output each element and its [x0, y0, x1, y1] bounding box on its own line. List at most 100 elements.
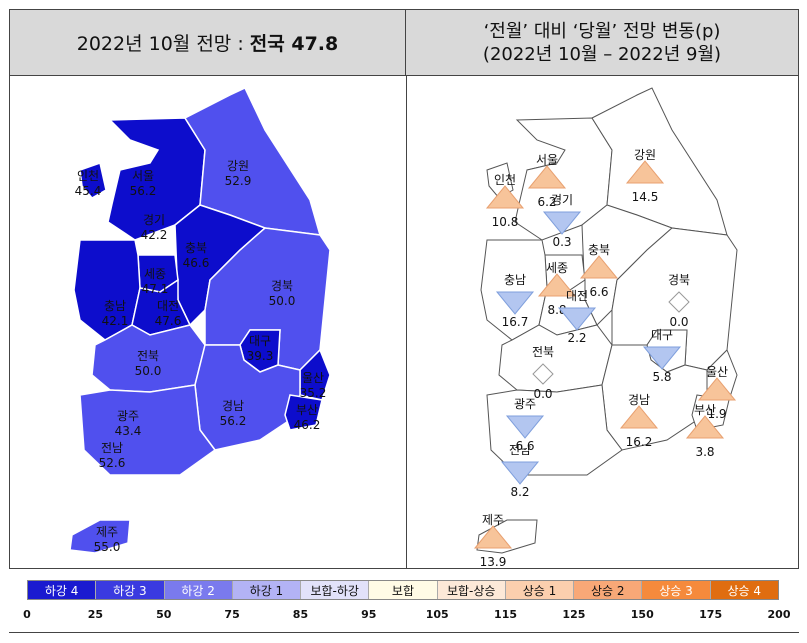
legend-tick: 175: [699, 608, 723, 621]
change-region-name: 충북: [588, 243, 610, 257]
outlook-region-value: 39.3: [247, 349, 274, 363]
right-panel-header: ‘전월’ 대비 ‘당월’ 전망 변동(p) (2022년 10월 – 2022년…: [406, 10, 798, 76]
change-region-name: 강원: [634, 148, 656, 162]
legend-category-4: 보합-하강: [301, 581, 370, 599]
change-symbol-down: [542, 211, 582, 235]
outlook-region-value: 47.6: [155, 314, 182, 328]
legend-category-1: 하강 3: [96, 581, 165, 599]
outlook-map-regions: [69, 87, 331, 554]
outlook-region-name: 대구: [249, 334, 271, 348]
legend-tick: 75: [224, 608, 240, 621]
legend-tick: 105: [425, 608, 449, 621]
legend-color-scale: 하강 4 하강 3 하강 2 하강 1 보합-하강 보합 보합-상승 상승 1 상승 2 상승 3…: [27, 580, 779, 600]
change-region-value: 16.7: [502, 315, 529, 329]
change-symbol-none: [532, 363, 554, 385]
outlook-region-value: 56.2: [220, 414, 247, 428]
change-region-name: 충남: [504, 273, 526, 287]
change-region-value: 3.8: [695, 445, 714, 459]
change-symbol-up: [473, 525, 513, 549]
outlook-region-name: 대전: [157, 299, 179, 313]
national-outlook-value: 전국 47.8: [249, 33, 339, 55]
change-region-value: 5.8: [652, 370, 671, 384]
change-symbol-down: [505, 415, 545, 439]
outlook-region-name: 울산: [302, 371, 324, 385]
left-panel-header: 2022년 10월 전망 : 전국 47.8: [10, 10, 406, 76]
outlook-region-name: 광주: [117, 409, 139, 423]
legend-category-5: 보합: [369, 581, 438, 599]
change-symbol-up: [527, 165, 567, 189]
change-region-value: 8.8: [547, 303, 566, 317]
outlook-region-name: 세종: [144, 267, 166, 281]
outlook-region-name: 부산: [296, 403, 318, 417]
change-region-name: 광주: [514, 397, 536, 411]
legend-tick: 95: [361, 608, 377, 621]
legend-tick: 125: [562, 608, 586, 621]
outlook-region-name: 충남: [104, 299, 126, 313]
change-symbol-up: [697, 377, 737, 401]
outlook-region-value: 42.1: [102, 314, 129, 328]
outlook-map-labels: 서울56.2인천45.4경기42.2강원52.9충북46.6세종47.1충남42…: [75, 159, 327, 554]
change-region-name: 서울: [536, 153, 558, 167]
legend-category-2: 하강 2: [164, 581, 233, 599]
change-region-value: 10.8: [492, 215, 519, 229]
outlook-region-value: 52.9: [225, 174, 252, 188]
outlook-map: 서울56.2인천45.4경기42.2강원52.9충북46.6세종47.1충남42…: [69, 87, 331, 554]
change-map-symbols: 서울 6.2 인천 10.8 경기 0.3 강원 14.5 충북 6.6 세종 8.8 충남 16.7 대전…: [473, 148, 737, 569]
change-region-name: 울산: [706, 365, 728, 379]
change-symbol-up: [579, 255, 619, 279]
change-symbol-up: [485, 185, 525, 209]
legend-category-9: 상승 3: [642, 581, 711, 599]
legend-category-6: 보합-상승: [437, 581, 506, 599]
legend-tick-labels: 0 25 50 75 85 95 105 115 125 150 175 200: [9, 608, 799, 624]
outlook-region-15: [79, 384, 217, 476]
outlook-region-value: 43.4: [115, 424, 142, 438]
outlook-region-name: 인천: [77, 168, 99, 183]
outlook-region-value: 45.4: [75, 184, 102, 198]
left-panel-title: 2022년 10월 전망 : 전국 47.8: [76, 33, 339, 55]
legend: 하강 4 하강 3 하강 2 하강 1 보합-하강 보합 보합-상승 상승 1 상승 2 상승 3…: [9, 574, 799, 634]
legend-tick: 115: [494, 608, 518, 621]
change-region-value: 8.2: [510, 485, 529, 499]
outlook-region-name: 충북: [185, 241, 207, 255]
change-region-value: 0.0: [533, 387, 552, 401]
outlook-region-name: 경북: [271, 279, 293, 293]
outlook-region-value: 56.2: [130, 184, 157, 198]
outlook-region-value: 46.6: [183, 256, 210, 270]
change-map: 서울 6.2 인천 10.8 경기 0.3 강원 14.5 충북 6.6 세종 8.8 충남 16.7 대전…: [473, 87, 738, 569]
legend-category-10: 상승 4: [710, 581, 778, 599]
change-region-value: 6.6: [515, 439, 534, 453]
outlook-region-value: 50.0: [269, 294, 296, 308]
right-panel-subtitle: (2022년 10월 – 2022년 9월): [482, 43, 722, 65]
right-panel-title: ‘전월’ 대비 ‘당월’ 전망 변동(p): [483, 20, 721, 42]
legend-divider: [9, 632, 799, 633]
change-region-name: 제주: [482, 513, 504, 527]
change-region-name: 경기: [551, 193, 573, 207]
outlook-region-value: 46.2: [294, 418, 321, 432]
change-region-name: 전남: [509, 443, 531, 457]
outlook-region-name: 제주: [96, 525, 118, 539]
legend-tick: 50: [156, 608, 172, 621]
change-region-name: 대전: [566, 289, 588, 303]
change-region-name: 전북: [532, 345, 554, 359]
change-symbol-up: [625, 160, 665, 184]
panel-divider: [406, 76, 407, 568]
change-region-value: 14.5: [632, 190, 659, 204]
change-symbol-down: [500, 461, 540, 485]
outlook-region-name: 경남: [222, 399, 244, 413]
change-region-value: 0.0: [669, 315, 688, 329]
legend-category-3: 하강 1: [232, 581, 302, 599]
change-region-name: 부산: [694, 403, 716, 417]
change-region-name: 대구: [651, 328, 673, 342]
outlook-region-value: 35.2: [300, 386, 327, 400]
change-region-name: 세종: [546, 261, 568, 275]
change-symbol-up: [619, 405, 659, 429]
change-region-value: 6.2: [537, 195, 556, 209]
change-symbol-down: [557, 307, 597, 331]
change-region-value: 13.9: [480, 555, 507, 569]
outlook-region-name: 경기: [143, 213, 165, 227]
outlook-region-value: 47.1: [142, 282, 169, 296]
outlook-region-value: 52.6: [99, 456, 126, 470]
outlook-region-value: 50.0: [135, 364, 162, 378]
outlook-region-name: 강원: [227, 159, 249, 173]
outlook-region-name: 전북: [137, 349, 159, 363]
